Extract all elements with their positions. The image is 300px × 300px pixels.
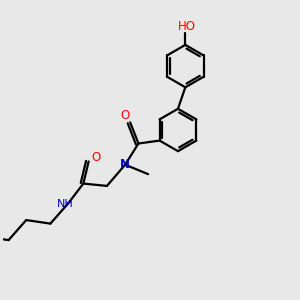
Text: NH: NH: [57, 199, 74, 209]
Text: N: N: [120, 158, 130, 171]
Text: O: O: [120, 109, 130, 122]
Text: HO: HO: [178, 20, 196, 32]
Text: O: O: [92, 152, 100, 164]
